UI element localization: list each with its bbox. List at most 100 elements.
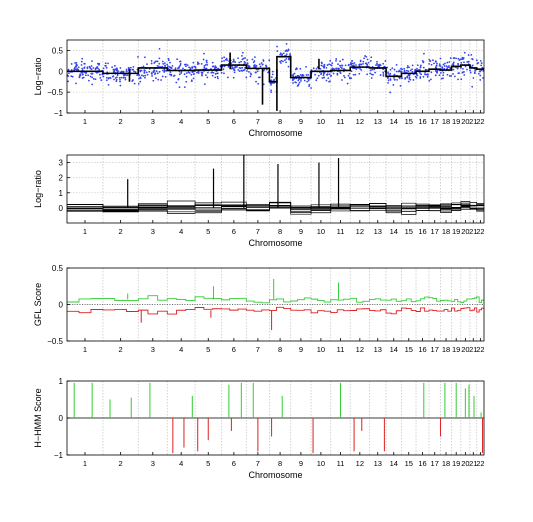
probe-point: [395, 70, 398, 73]
probe-point: [86, 66, 89, 69]
probe-point: [270, 76, 273, 79]
probe-point: [153, 73, 156, 76]
probe-point: [83, 66, 86, 69]
probe-point: [337, 63, 339, 66]
probe-point: [466, 68, 468, 71]
probe-point: [387, 81, 389, 84]
probe-point: [260, 62, 263, 64]
probe-point: [205, 61, 208, 64]
probe-point: [144, 76, 146, 79]
probe-point: [111, 66, 114, 69]
probe-point: [214, 76, 217, 79]
probe-point: [116, 74, 119, 77]
probe-point: [464, 65, 467, 68]
probe-point: [84, 74, 87, 77]
probe-point: [326, 64, 329, 66]
probe-point: [343, 74, 345, 77]
probe-point: [158, 47, 161, 50]
probe-point: [73, 69, 76, 71]
probe-point: [248, 71, 250, 73]
x-tick-label: 1: [83, 459, 87, 468]
overlay-line: [67, 201, 484, 208]
probe-point: [296, 74, 299, 77]
probe-point: [262, 59, 265, 61]
probe-point: [382, 75, 385, 77]
x-tick-label: 11: [337, 459, 345, 468]
probe-point: [362, 63, 364, 65]
probe-point: [67, 68, 70, 71]
x-tick-label: 20: [461, 459, 469, 468]
x-tick-label: 4: [179, 459, 183, 468]
probe-point: [82, 76, 85, 79]
probe-point: [450, 74, 453, 77]
probe-point: [114, 64, 116, 67]
probe-point: [455, 57, 458, 60]
probe-point: [306, 80, 309, 83]
probe-point: [166, 65, 169, 68]
probe-point: [164, 75, 167, 78]
probe-point: [372, 73, 374, 76]
probe-point: [164, 65, 166, 68]
probe-point: [420, 73, 423, 76]
probe-point: [232, 67, 235, 70]
probe-point: [178, 86, 181, 89]
probe-point: [150, 62, 153, 65]
probe-point: [350, 77, 353, 80]
probe-point: [391, 67, 394, 69]
probe-point: [269, 82, 272, 85]
probe-point: [287, 48, 290, 51]
probe-point: [425, 73, 427, 76]
probe-point: [343, 76, 346, 79]
probe-point: [323, 76, 326, 79]
probe-point: [430, 78, 432, 81]
probe-point: [370, 77, 373, 79]
probe-point: [344, 64, 347, 67]
gfl-gain-line: [67, 295, 484, 304]
probe-point: [300, 79, 302, 82]
probe-point: [452, 62, 455, 65]
probe-point: [203, 66, 206, 69]
probe-point: [150, 72, 153, 74]
probe-point: [375, 64, 377, 67]
probe-point: [265, 66, 268, 68]
probe-point: [354, 73, 357, 76]
probe-point: [244, 57, 246, 59]
probe-point: [355, 64, 357, 66]
probe-point: [408, 77, 411, 80]
probe-point: [246, 62, 249, 65]
probe-point: [258, 63, 261, 66]
x-tick-label: 9: [299, 227, 303, 236]
probe-point: [143, 69, 146, 72]
probe-point: [415, 76, 418, 79]
probe-point: [201, 73, 203, 76]
probe-point: [114, 68, 117, 71]
probe-point: [426, 76, 429, 78]
probe-point: [206, 71, 209, 74]
probe-point: [341, 58, 344, 61]
probe-point: [406, 64, 409, 67]
probe-point: [174, 67, 177, 70]
probe-point: [305, 65, 307, 68]
probe-point: [251, 58, 254, 61]
probe-point: [262, 83, 265, 86]
x-tick-label: 5: [206, 117, 210, 126]
probe-point: [244, 67, 246, 69]
probe-point: [70, 75, 73, 78]
probe-point: [472, 77, 475, 79]
probe-point: [473, 71, 476, 74]
probe-point: [179, 62, 182, 65]
probe-point: [81, 57, 84, 60]
x-tick-label: 6: [232, 227, 236, 236]
probe-point: [299, 67, 302, 70]
probe-point: [235, 66, 238, 68]
probe-point: [139, 76, 142, 79]
probe-point: [196, 61, 199, 64]
probe-point: [273, 78, 276, 81]
x-tick-label: 9: [299, 117, 303, 126]
probe-point: [201, 74, 203, 77]
probe-point: [67, 80, 69, 83]
probe-point: [138, 77, 140, 80]
probe-point: [459, 58, 462, 61]
probe-point: [282, 60, 284, 63]
